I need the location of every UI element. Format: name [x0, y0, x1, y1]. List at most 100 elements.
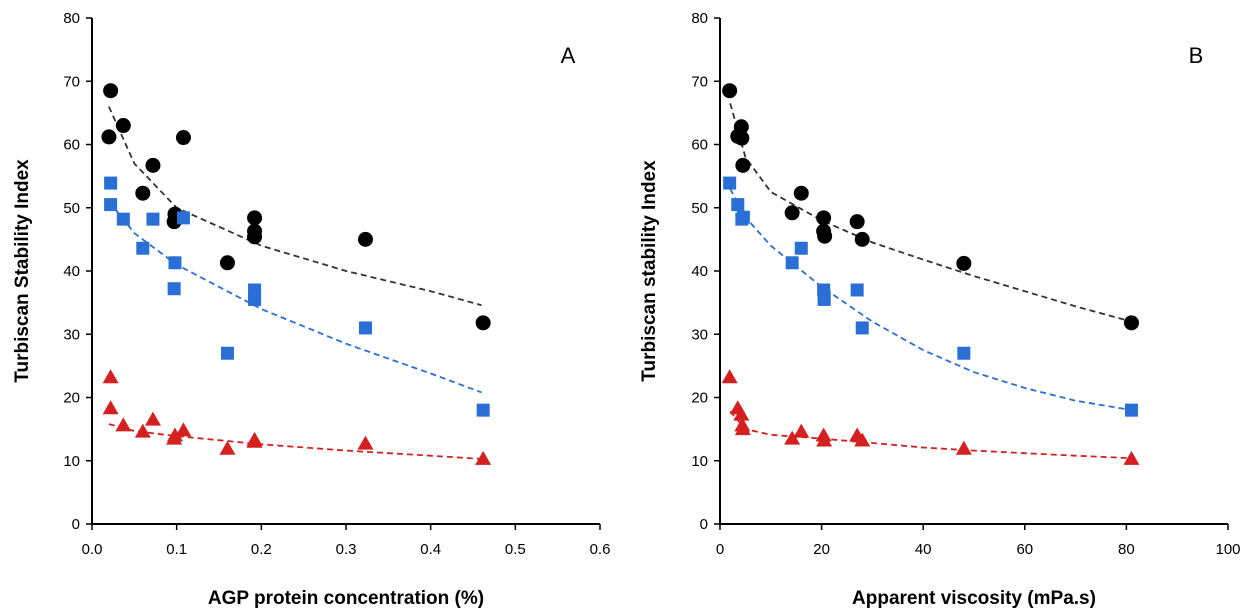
panel-b-x-tick-label: 20	[813, 541, 830, 558]
panel-b-y-tick-label: 10	[691, 453, 708, 470]
panel-b-square-series-point	[731, 198, 745, 212]
panel-a-square-series-point	[476, 403, 490, 417]
panel-a-square-series-point	[168, 256, 182, 270]
panel-b-y-tick-label: 50	[691, 200, 708, 217]
panel-b-circle-series-point	[793, 185, 809, 201]
panel-a-triangle-series-point	[102, 400, 119, 415]
panel-a-x-tick-label: 0.0	[82, 541, 103, 558]
panel-b-triangle-series-point	[854, 432, 871, 447]
panel-b-circle-series-point	[854, 231, 870, 247]
panel-b-triangle-series-point	[784, 430, 801, 445]
panel-b-square-series-point	[723, 176, 737, 190]
panel-a-square-series-point	[136, 241, 150, 255]
panel-b-x-tick-label: 60	[1016, 541, 1033, 558]
panel-a-square-series-point	[104, 176, 118, 190]
panel-b-square-series-point	[736, 210, 750, 224]
panel-a-triangle-series-point	[166, 427, 183, 442]
panel-a-triangle-series-point	[357, 435, 374, 450]
panel-b-triangle-series-point	[734, 421, 751, 436]
panel-b-circle-series-point	[817, 228, 833, 244]
panel-b-circle-series-point	[733, 119, 749, 135]
panel-b-circle-series-point	[734, 130, 750, 146]
panel-a-square-series-point	[248, 292, 262, 306]
panel-a-square-series-point	[176, 211, 190, 225]
panel-a-circle-series-point	[475, 315, 491, 331]
panel-a-triangle-series-point	[246, 433, 263, 448]
panel-a-square-series-point	[104, 198, 118, 212]
panel-a-y-tick-label: 60	[63, 137, 80, 154]
panel-a-triangle-series-point	[134, 423, 151, 438]
panel-b-y-axis-label: Turbiscan stability Index	[639, 160, 660, 382]
panel-b-triangle-series-point	[721, 369, 738, 384]
panel-a-square-series-point	[116, 212, 130, 226]
panel-a-y-tick-label: 50	[63, 200, 80, 217]
panel-b-y-tick-label: 30	[691, 326, 708, 343]
panel-a-y-tick-label: 80	[63, 10, 80, 27]
panel-b-y-tick-label: 40	[691, 263, 708, 280]
panel-b-circle-series-point	[784, 205, 800, 221]
panel-a-circle-series-point	[145, 157, 161, 173]
panel-b-triangle-series-point	[793, 423, 810, 438]
panel-b-circle-series-point	[722, 83, 738, 99]
panel-a-square-series-point	[358, 321, 372, 335]
panel-a-circle-series-point	[247, 210, 263, 226]
panel-a-triangle-series-point	[102, 369, 119, 384]
panel-b-square-series-point	[817, 292, 831, 306]
panel-a-square-series-point	[146, 212, 160, 226]
panel-a-triangle-series-point	[115, 417, 132, 432]
panel-a-triangle-series-point	[475, 450, 492, 465]
panel-a-square-series-point	[220, 346, 234, 360]
panel-b-triangle-series-point	[955, 440, 972, 455]
panel-b-triangle-series-point	[816, 432, 833, 447]
panel-a-panel-letter: A	[561, 43, 576, 68]
panel-b-square-series-point	[785, 256, 799, 270]
panel-b-y-tick-label: 60	[691, 137, 708, 154]
panel-b-y-tick-label: 0	[700, 516, 708, 533]
panel-b-circle-series-point	[735, 157, 751, 173]
panel-a-x-tick-label: 0.3	[336, 541, 357, 558]
panel-b-y-tick-label: 70	[691, 73, 708, 90]
panel-b-x-tick-label: 40	[915, 541, 932, 558]
panel-a-x-axis-label: AGP protein concentration (%)	[208, 588, 484, 609]
panel-b-circle-series-point	[1123, 315, 1139, 331]
panel-b-circle-series-point	[956, 255, 972, 271]
panel-a-circle-series-point	[357, 231, 373, 247]
panel-b-x-axis-label: Apparent viscosity (mPa.s)	[852, 588, 1096, 609]
panel-b-x-tick-label: 0	[716, 541, 724, 558]
panel-a-y-tick-label: 20	[63, 390, 80, 407]
panel-a-x-tick-label: 0.5	[505, 541, 526, 558]
panel-a-circle-series-point	[175, 130, 191, 146]
panel-a-x-tick-label: 0.4	[420, 541, 441, 558]
panel-a-y-tick-label: 70	[63, 73, 80, 90]
panel-b-square-series-trend-line	[729, 188, 1132, 411]
panel-b-square-series-point	[1124, 403, 1138, 417]
panel-b-circle-series-point	[849, 214, 865, 230]
panel-a-triangle-series-trend-line	[108, 423, 482, 460]
panel-a-circle-series-point	[101, 129, 117, 145]
panel-a-y-tick-label: 40	[63, 263, 80, 280]
panel-b-square-series-point	[794, 241, 808, 255]
panel-a-circle-series-point	[219, 255, 235, 271]
panel-b-x-tick-label: 100	[1215, 541, 1240, 558]
panel-b-panel-letter: B	[1189, 43, 1204, 68]
panel-a-square-series-point	[167, 282, 181, 296]
panel-a-triangle-series-point	[175, 422, 192, 437]
panel-a-x-tick-label: 0.2	[251, 541, 272, 558]
panel-b-x-tick-label: 80	[1118, 541, 1135, 558]
panel-a-y-axis-label: Turbiscan Stability Index	[12, 159, 33, 383]
panel-a-circle-series-point	[135, 185, 151, 201]
panel-a-y-tick-label: 30	[63, 326, 80, 343]
panel-a-x-tick-label: 0.6	[590, 541, 611, 558]
panel-b-y-tick-label: 20	[691, 390, 708, 407]
panel-a-square-series-trend-line	[108, 200, 482, 394]
panel-b-square-series-point	[957, 346, 971, 360]
panel-a-circle-series-point	[103, 83, 119, 99]
panel-b-triangle-series-point	[1123, 450, 1140, 465]
panel-a-y-tick-label: 0	[72, 516, 80, 533]
panel-a-triangle-series-point	[144, 411, 161, 426]
panel-a-triangle-series-point	[219, 440, 236, 455]
panel-b-triangle-series-point	[733, 406, 750, 421]
panel-b-circle-series-point	[816, 210, 832, 226]
